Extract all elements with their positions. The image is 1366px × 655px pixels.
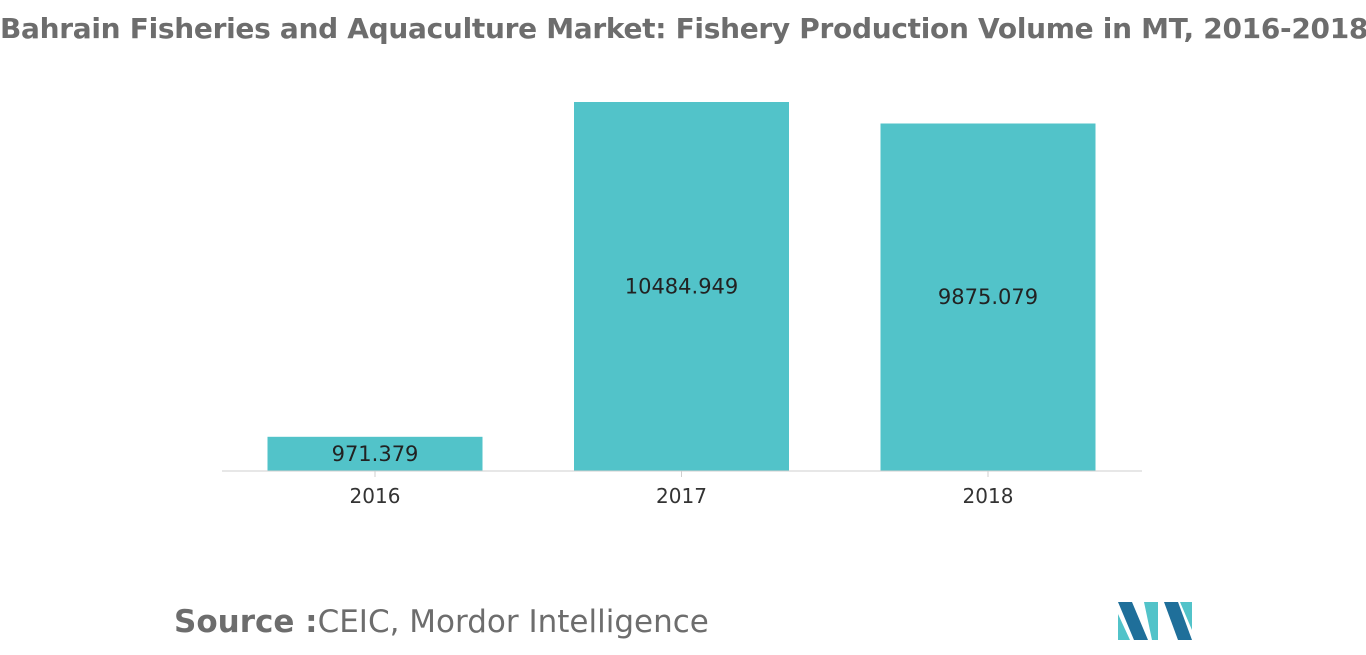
mordor-intelligence-logo (1118, 602, 1192, 640)
data-label-2018: 9875.079 (938, 285, 1038, 309)
x-tick-label-2018: 2018 (963, 484, 1014, 508)
bar-chart: 2016 971.379 2017 10484.949 2018 9875.079 (222, 102, 1142, 509)
bars-layer (267, 102, 1096, 471)
data-label-2016: 971.379 (332, 442, 419, 466)
logo-left-accent (1118, 614, 1130, 640)
bar-2017 (574, 102, 789, 471)
x-tick-label-2016: 2016 (350, 484, 401, 508)
logo-right-shape (1164, 602, 1192, 640)
chart-title: Bahrain Fisheries and Aquaculture Market… (0, 12, 1366, 45)
data-label-2017: 10484.949 (625, 275, 739, 299)
bar-2018 (880, 123, 1096, 471)
x-tick-label-2017: 2017 (656, 484, 707, 508)
labels-layer: 2016 971.379 2017 10484.949 2018 9875.079 (332, 275, 1039, 509)
logo-right-accent (1180, 602, 1192, 630)
logo-left-shape (1118, 602, 1148, 640)
source-label: Source : (174, 604, 318, 640)
source-text: CEIC, Mordor Intelligence (317, 604, 709, 640)
logo-middle-shape (1144, 602, 1158, 640)
x-ticks-layer (374, 471, 989, 477)
source-line: Source :CEIC, Mordor Intelligence (174, 604, 709, 640)
bar-2016 (267, 436, 483, 471)
